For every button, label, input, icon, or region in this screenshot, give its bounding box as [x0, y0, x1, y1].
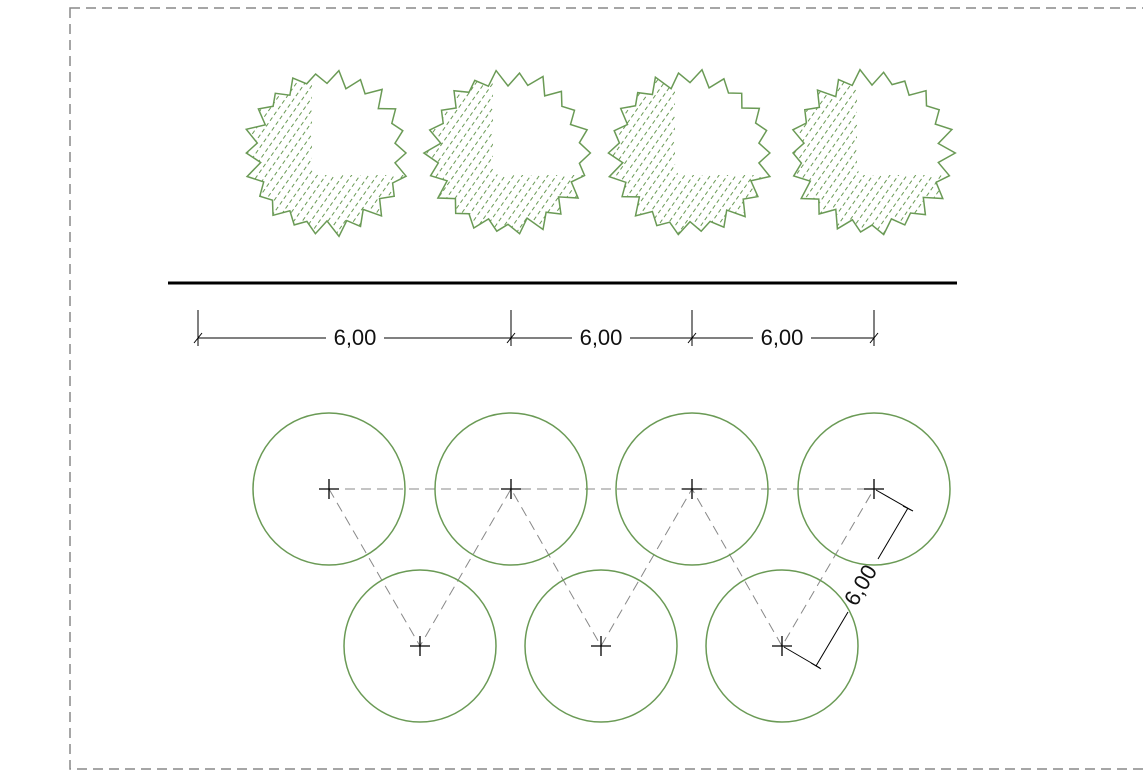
tree-center	[410, 636, 430, 656]
dimension-label: 6,00	[839, 560, 882, 610]
dimension-tick	[902, 505, 914, 512]
tree-outline	[422, 69, 592, 235]
tree-hatch	[423, 70, 591, 234]
tree-canopy	[343, 569, 497, 723]
tree-outline	[244, 69, 408, 238]
tree-plan	[252, 412, 951, 723]
tree-center	[864, 479, 884, 499]
dimension-line	[877, 507, 909, 560]
dimension-label: 6,00	[334, 325, 377, 350]
tree-canopy	[797, 412, 951, 566]
tree-center	[319, 479, 339, 499]
dimension-label: 6,00	[580, 325, 623, 350]
dimension-chain	[193, 310, 879, 346]
diagonal-dimension	[783, 489, 914, 670]
tree-center	[501, 479, 521, 499]
tree-center	[772, 636, 792, 656]
tree-center	[591, 636, 611, 656]
tree-canopy	[252, 412, 406, 566]
viewport-border	[69, 7, 1143, 770]
tree-canopy	[434, 412, 588, 566]
tree-canopy	[524, 569, 678, 723]
dimension-tick	[687, 332, 697, 344]
tree-hatch	[792, 69, 956, 235]
tree-canopy	[615, 412, 769, 566]
tree-outline	[791, 68, 957, 236]
tree-canopy	[705, 569, 859, 723]
tree-hatch	[608, 69, 770, 235]
dimension-tick	[506, 332, 516, 344]
dimension-tick	[810, 662, 822, 670]
tree-outline	[607, 68, 772, 236]
dimension-tick	[869, 332, 879, 344]
tree-center	[682, 479, 702, 499]
tree-hatch	[246, 70, 407, 237]
tree-elevations	[244, 68, 957, 238]
dimension-tick	[193, 332, 203, 344]
layout-line	[328, 487, 875, 648]
dimension-line	[815, 611, 849, 667]
dimension-label: 6,00	[761, 325, 804, 350]
